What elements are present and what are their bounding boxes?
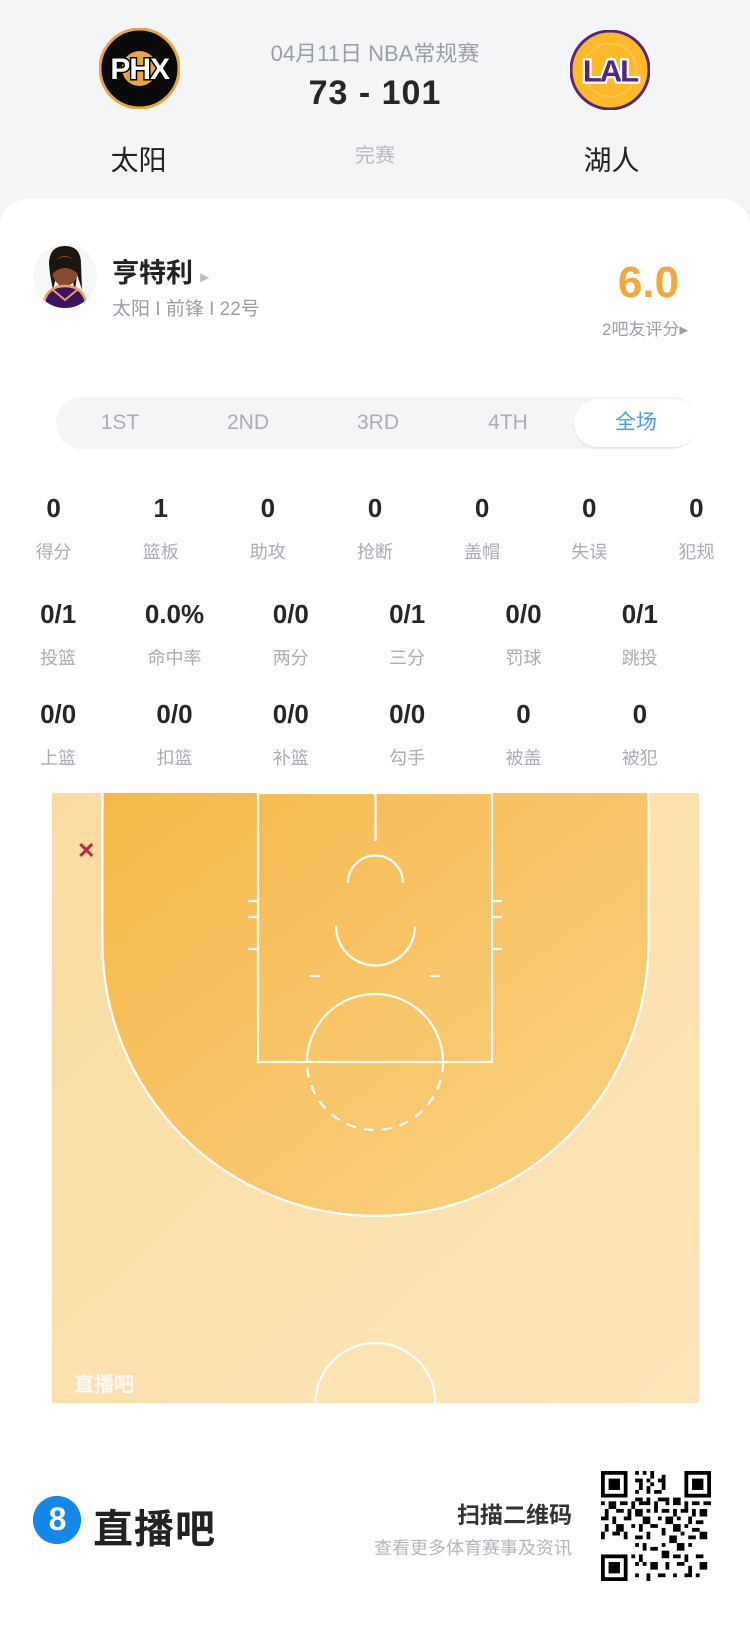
svg-text:8: 8: [49, 1501, 67, 1537]
svg-text:直播吧: 直播吧: [74, 1372, 134, 1396]
